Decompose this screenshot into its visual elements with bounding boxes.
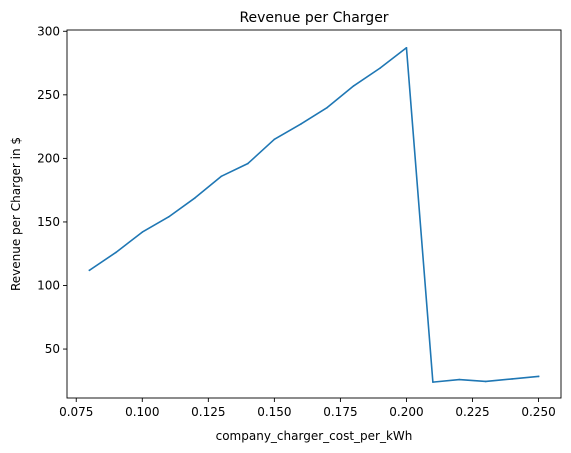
y-tick-label: 200 (37, 151, 60, 165)
x-tick-label: 0.200 (389, 405, 423, 419)
data-point (115, 251, 117, 254)
x-tick-label: 0.225 (455, 405, 489, 419)
data-point (432, 381, 434, 383)
y-tick-label: 250 (37, 88, 60, 102)
x-tick-label: 0.250 (521, 405, 555, 419)
data-point (141, 231, 144, 233)
data-point (379, 67, 381, 69)
x-tick-label: 0.075 (59, 405, 93, 419)
x-tick-label: 0.125 (191, 405, 225, 419)
data-point (194, 196, 196, 199)
series-line (88, 46, 540, 383)
data-point (247, 162, 249, 165)
data-point (511, 378, 513, 380)
data-point (458, 378, 461, 381)
data-point (273, 138, 276, 141)
y-axis-label: Revenue per Charger in $ (9, 137, 23, 291)
data-point (484, 380, 487, 383)
y-tick-label: 150 (37, 215, 60, 229)
y-tick-label: 300 (37, 24, 60, 38)
x-tick-label: 0.150 (257, 405, 291, 419)
plot-frame (66, 29, 562, 399)
data-point (537, 375, 540, 378)
data-point (299, 123, 302, 125)
data-point (167, 216, 170, 218)
chart-title: Revenue per Charger (239, 10, 388, 26)
x-axis-label: company_charger_cost_per_kWh (216, 429, 413, 443)
data-point (220, 175, 223, 177)
y-tick-label: 100 (37, 279, 60, 293)
data-point (405, 46, 408, 49)
y-tick-label: 50 (45, 342, 60, 356)
data-point (352, 85, 355, 87)
data-point (88, 269, 91, 272)
x-tick-label: 0.175 (323, 405, 357, 419)
data-point (326, 106, 329, 109)
x-tick-label: 0.100 (125, 405, 159, 419)
